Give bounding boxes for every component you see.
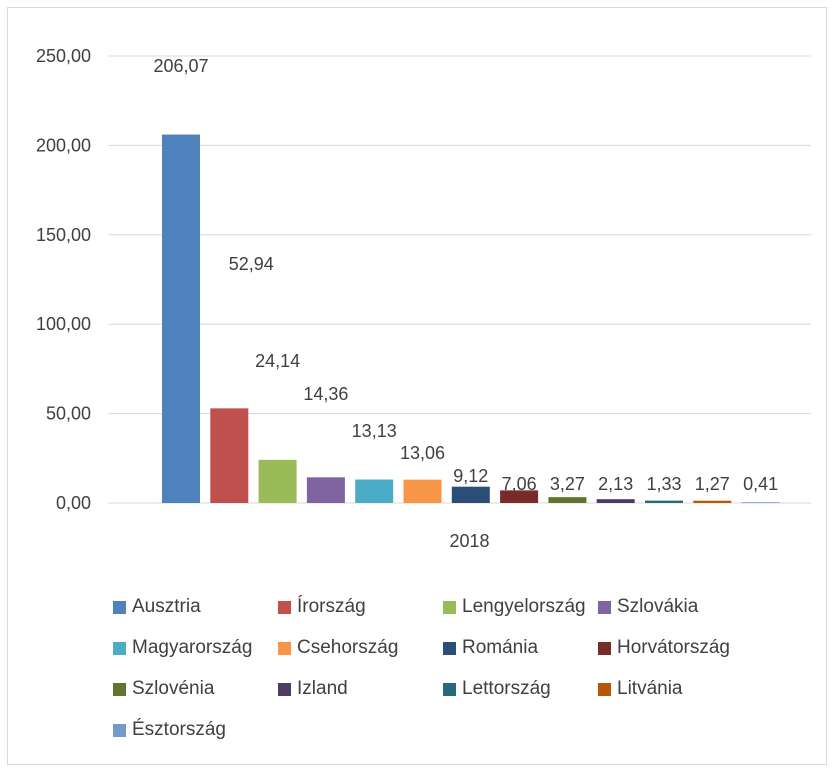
legend-item: Szlovákia: [598, 596, 698, 618]
legend-swatch: [113, 682, 126, 696]
bar: [306, 477, 345, 503]
legend-item: Lengyelország: [443, 596, 586, 618]
legend-item: Ausztria: [113, 596, 201, 618]
legend-swatch: [443, 641, 456, 655]
legend-swatch: [113, 723, 126, 737]
legend-swatch: [598, 641, 611, 655]
bar: [693, 500, 732, 503]
bar: [596, 499, 635, 503]
legend-swatch: [278, 600, 291, 614]
data-label: 3,27: [550, 474, 585, 494]
legend-swatch: [598, 682, 611, 696]
legend-label: Szlovákia: [617, 596, 699, 617]
legend-swatch: [278, 641, 291, 655]
legend-item: Szlovénia: [113, 678, 214, 700]
legend-label: Csehország: [297, 637, 399, 658]
legend-label: Lengyelország: [462, 596, 586, 617]
legend-label: Szlovénia: [132, 678, 215, 699]
legend-item: Litvánia: [598, 678, 683, 700]
bars: [162, 134, 780, 503]
legend-swatch: [443, 682, 456, 696]
y-tick-label: 200,00: [36, 135, 91, 155]
legend-swatch: [598, 600, 611, 614]
legend-item: Románia: [443, 637, 538, 659]
y-tick-label: 50,00: [46, 404, 91, 424]
legend-label: Ausztria: [132, 596, 201, 617]
legend-item: Izland: [278, 678, 348, 700]
legend-label: Írország: [297, 596, 366, 617]
bar: [500, 490, 539, 503]
legend-item: Horvátország: [598, 637, 730, 659]
y-tick-label: 0,00: [56, 493, 91, 513]
data-label: 2,13: [598, 474, 633, 494]
y-tick-label: 250,00: [36, 46, 91, 66]
legend-item: Észtország: [113, 719, 226, 741]
x-category-label: 2018: [449, 531, 489, 551]
data-label: 206,07: [153, 56, 208, 76]
legend-label: Horvátország: [617, 637, 730, 658]
data-label: 13,13: [352, 421, 397, 441]
data-label: 1,33: [646, 474, 681, 494]
data-label: 7,06: [502, 474, 537, 494]
data-label: 0,41: [743, 474, 778, 494]
bar: [403, 479, 442, 503]
chart-frame: 0,00 50,00 100,00 150,00 200,00 250,00 206,07…: [7, 7, 827, 765]
bar: [258, 459, 297, 503]
y-tick-label: 150,00: [36, 225, 91, 245]
legend-item: Csehország: [278, 637, 398, 659]
bar: [741, 502, 780, 503]
bar: [548, 497, 587, 503]
legend-swatch: [443, 600, 456, 614]
legend-item: Magyarország: [113, 637, 252, 659]
bar: [210, 408, 249, 503]
legend-swatch: [113, 641, 126, 655]
bar: [162, 134, 200, 503]
legend-item: Írország: [278, 596, 366, 618]
data-label: 14,36: [303, 384, 348, 404]
data-label: 24,14: [255, 351, 300, 371]
data-label: 9,12: [453, 466, 488, 486]
data-label: 52,94: [229, 254, 274, 274]
legend-label: Románia: [462, 637, 539, 658]
bar: [645, 500, 683, 503]
legend-item: Lettország: [443, 678, 551, 700]
data-label: 13,06: [400, 443, 445, 463]
bar: [355, 479, 394, 503]
data-label: 1,27: [695, 474, 730, 494]
y-axis-ticks: 0,00 50,00 100,00 150,00 200,00 250,00: [36, 46, 91, 513]
bar-chart: 0,00 50,00 100,00 150,00 200,00 250,00 206,07…: [36, 46, 811, 551]
legend-label: Magyarország: [132, 637, 253, 658]
legend-label: Lettország: [462, 678, 551, 699]
bar: [451, 486, 490, 503]
legend-label: Litvánia: [617, 678, 683, 699]
legend-swatch: [113, 600, 126, 614]
legend-label: Izland: [297, 678, 348, 699]
legend-label: Észtország: [132, 719, 226, 740]
x-axis-categories: 2018: [449, 531, 489, 551]
y-tick-label: 100,00: [36, 314, 91, 334]
legend-swatch: [278, 682, 291, 696]
